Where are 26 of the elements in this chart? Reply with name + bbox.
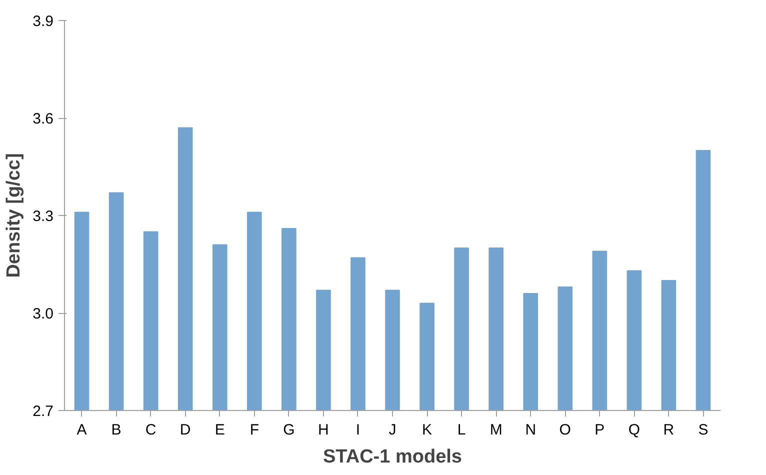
x-tick-label: S [698,422,708,438]
x-tick-label: D [180,422,191,438]
y-tick-label: 3.6 [32,110,54,128]
y-tick-label: 3.3 [32,208,54,225]
x-tick-label: M [490,422,502,438]
x-tick-label: C [145,422,156,438]
y-tick-label: 3.9 [32,13,54,30]
x-axis-title: STAC-1 models [323,446,462,468]
x-tick-label: I [356,422,360,438]
y-axis-title: Density [g/cc] [4,153,25,278]
x-tick-label: J [388,422,396,438]
x-tick-label: G [283,422,295,438]
y-tick-label: 2.7 [32,403,54,420]
x-tick-label: H [318,422,329,438]
y-tick-label: 3.0 [32,306,54,322]
x-tick-label: A [76,422,87,438]
x-tick-label: L [457,422,466,438]
x-tick-label: P [594,422,605,438]
x-tick-label: F [250,422,259,438]
x-tick-label: K [422,422,432,438]
x-tick-label: B [111,422,122,438]
x-tick-label: E [214,422,225,438]
x-tick-label: Q [628,422,640,438]
x-tick-label: O [559,422,571,438]
x-tick-label: R [663,422,674,438]
x-tick-label: N [525,422,536,438]
